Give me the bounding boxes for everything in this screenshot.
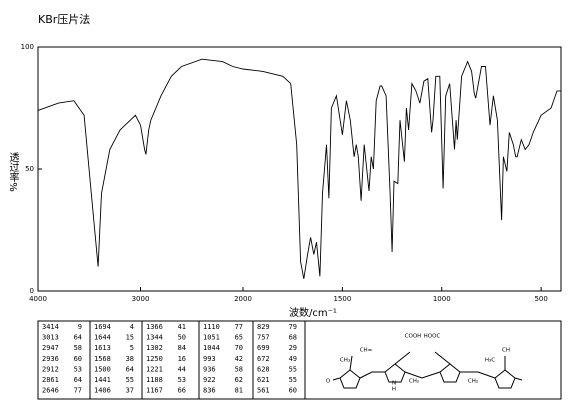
- peak-wavenumber: 1110: [203, 323, 220, 331]
- peak-wavenumber: 1613: [94, 344, 111, 352]
- peak-transmittance: 79: [289, 323, 297, 331]
- x-tick-label: 3000: [132, 295, 150, 303]
- peak-transmittance: 64: [74, 376, 82, 384]
- peak-wavenumber: 1044: [203, 344, 220, 352]
- peak-transmittance: 50: [178, 334, 186, 342]
- plot-frame: [37, 46, 562, 292]
- peak-transmittance: 66: [178, 387, 186, 395]
- x-tick-label: 4000: [29, 295, 47, 303]
- peak-wavenumber: 2861: [42, 376, 59, 384]
- peak-wavenumber: 1221: [146, 365, 163, 373]
- peak-transmittance: 64: [126, 365, 134, 373]
- peak-transmittance: 60: [74, 355, 82, 363]
- peak-wavenumber: 1406: [94, 387, 111, 395]
- structure-label: CH₃: [340, 358, 350, 364]
- peak-transmittance: 29: [289, 344, 297, 352]
- peak-wavenumber: 2646: [42, 387, 59, 395]
- structure-drawing: [332, 351, 523, 389]
- peak-transmittance: 68: [289, 334, 297, 342]
- peak-transmittance: 62: [235, 376, 243, 384]
- structure-label: CH=: [360, 348, 373, 354]
- peak-transmittance: 41: [178, 323, 186, 331]
- peak-transmittance: 60: [289, 387, 297, 395]
- peak-wavenumber: 1051: [203, 334, 220, 342]
- peak-wavenumber: 561: [257, 387, 270, 395]
- peak-wavenumber: 1694: [94, 323, 111, 331]
- peak-transmittance: 49: [289, 355, 297, 363]
- structure-label: N: [392, 381, 396, 387]
- peak-wavenumber: 936: [203, 365, 216, 373]
- peak-wavenumber: 2912: [42, 365, 59, 373]
- y-axis-label: 透过率%: [7, 152, 19, 192]
- peak-wavenumber: 836: [203, 387, 216, 395]
- peak-wavenumber: 1441: [94, 376, 111, 384]
- peak-wavenumber: 829: [257, 323, 270, 331]
- structure-label: COOH: [405, 334, 422, 340]
- peak-transmittance: 77: [235, 323, 243, 331]
- peak-transmittance: 70: [235, 344, 243, 352]
- peak-wavenumber: 3013: [42, 334, 59, 342]
- peak-transmittance: 53: [74, 365, 82, 373]
- spectrum-line: [37, 58, 561, 279]
- peak-wavenumber: 672: [257, 355, 270, 363]
- peak-transmittance: 4: [130, 323, 134, 331]
- peak-transmittance: 55: [289, 376, 297, 384]
- y-tick-label: 50: [25, 165, 34, 173]
- peak-wavenumber: 1167: [146, 387, 163, 395]
- structure-label: CH₂: [468, 379, 478, 385]
- table-dividers: [89, 321, 306, 399]
- peak-wavenumber: 1500: [94, 365, 111, 373]
- peak-wavenumber: 628: [257, 365, 270, 373]
- peak-wavenumber: 1344: [146, 334, 163, 342]
- peak-wavenumber: 757: [257, 334, 270, 342]
- peak-transmittance: 44: [178, 365, 186, 373]
- peak-wavenumber: 1644: [94, 334, 111, 342]
- structure-label: O: [326, 379, 331, 385]
- peak-transmittance: 55: [289, 365, 297, 373]
- structure-label: CH₂: [409, 379, 419, 385]
- structure-label: H: [392, 387, 396, 393]
- peak-transmittance: 53: [178, 376, 186, 384]
- table-frame: [37, 320, 562, 400]
- peak-wavenumber: 1568: [94, 355, 111, 363]
- peak-transmittance: 37: [126, 387, 134, 395]
- peak-wavenumber: 1188: [146, 376, 163, 384]
- peak-transmittance: 77: [74, 387, 82, 395]
- structure-label: HOOC: [424, 334, 441, 340]
- peak-transmittance: 55: [126, 376, 134, 384]
- peak-transmittance: 9: [78, 323, 82, 331]
- peak-wavenumber: 2936: [42, 355, 59, 363]
- x-axis-label: 波数/cm⁻¹: [289, 306, 337, 319]
- peak-wavenumber: 922: [203, 376, 216, 384]
- x-tick-label: 1500: [333, 295, 351, 303]
- y-tick-label: 100: [21, 43, 34, 51]
- peak-transmittance: 15: [126, 334, 134, 342]
- peak-transmittance: 38: [126, 355, 134, 363]
- peak-wavenumber: 1250: [146, 355, 163, 363]
- peak-wavenumber: 621: [257, 376, 270, 384]
- peak-wavenumber: 1302: [146, 344, 163, 352]
- structure-label: CH: [502, 348, 510, 354]
- peak-transmittance: 64: [74, 334, 82, 342]
- x-tick-label: 2000: [234, 295, 252, 303]
- peak-wavenumber: 2947: [42, 344, 59, 352]
- peak-transmittance: 16: [178, 355, 186, 363]
- peak-transmittance: 65: [235, 334, 243, 342]
- peak-transmittance: 58: [235, 365, 243, 373]
- structure-label: H₃C: [485, 358, 495, 364]
- peak-transmittance: 5: [130, 344, 134, 352]
- peak-wavenumber: 993: [203, 355, 216, 363]
- peak-transmittance: 42: [235, 355, 243, 363]
- peak-wavenumber: 699: [257, 344, 270, 352]
- x-tick-label: 1000: [433, 295, 451, 303]
- peak-transmittance: 81: [235, 387, 243, 395]
- y-tick-label: 0: [30, 287, 34, 295]
- x-tick-label: 500: [534, 295, 547, 303]
- peak-wavenumber: 1366: [146, 323, 163, 331]
- peak-transmittance: 84: [178, 344, 186, 352]
- peak-wavenumber: 3414: [42, 323, 59, 331]
- peak-transmittance: 58: [74, 344, 82, 352]
- chart-title: KBr压片法: [38, 12, 90, 26]
